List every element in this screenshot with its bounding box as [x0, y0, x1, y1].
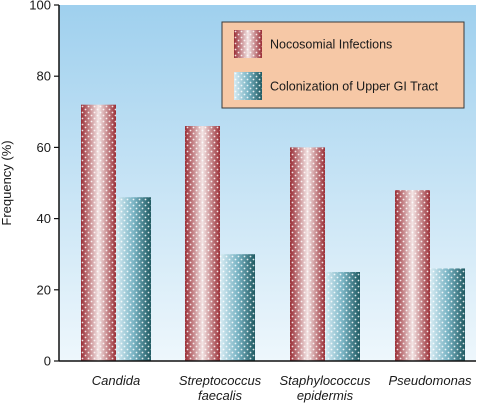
x-category-label: Staphylococcus	[279, 373, 371, 388]
bar-nosocomial-3-texture	[395, 190, 430, 361]
legend-label: Nocosomial Infections	[270, 38, 392, 52]
x-category-label: epidermis	[297, 388, 354, 403]
x-category-label: Streptococcus	[179, 373, 262, 388]
bar-nosocomial-0-texture	[81, 104, 116, 362]
y-tick-label: 60	[37, 140, 51, 155]
bar-colonization-1-texture	[220, 254, 255, 361]
legend-swatch-texture	[234, 72, 262, 100]
legend-swatch-texture	[234, 30, 262, 58]
x-category-label: faecalis	[198, 388, 243, 403]
y-ticks-group: 0 20 40 60 80 100	[29, 0, 59, 369]
bars-group	[81, 104, 465, 362]
y-axis-label: Frequency (%)	[0, 140, 14, 225]
bar-nosocomial-1-texture	[185, 126, 220, 361]
x-category-label: Pseudomonas	[388, 373, 472, 388]
y-tick-label: 20	[37, 282, 51, 297]
legend: Nocosomial Infections Colonization of Upp…	[221, 21, 465, 109]
bar-colonization-0-texture	[116, 197, 151, 361]
y-tick-label: 80	[37, 69, 51, 84]
legend-box	[221, 21, 465, 109]
bar-colonization-3-texture	[430, 268, 465, 361]
bar-nosocomial-2-texture	[290, 147, 325, 361]
bar-colonization-2-texture	[325, 272, 360, 361]
y-tick-label: 40	[37, 211, 51, 226]
y-tick-label: 100	[29, 0, 51, 13]
legend-label: Colonization of Upper GI Tract	[270, 80, 439, 94]
axes-group	[58, 5, 476, 362]
y-tick-label: 0	[44, 354, 51, 369]
x-category-label: Candida	[92, 373, 140, 388]
